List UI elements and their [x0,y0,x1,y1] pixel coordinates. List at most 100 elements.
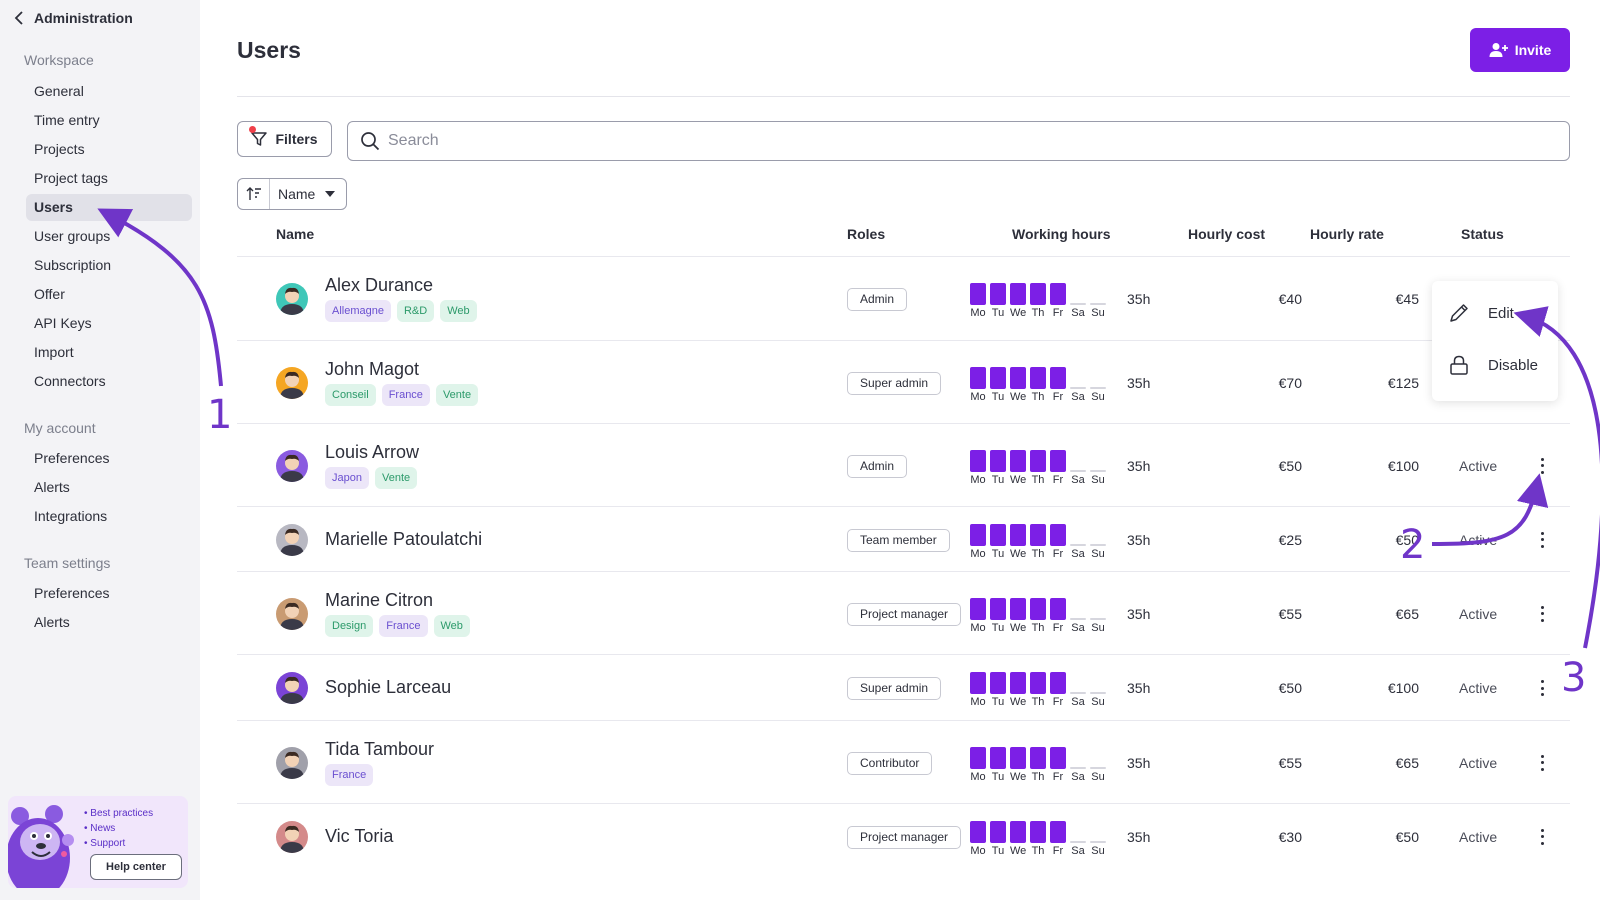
kebab-dot [1540,605,1544,609]
column-header-hourly-cost[interactable]: Hourly cost [1188,226,1266,242]
search-box [347,121,1570,161]
working-hours-chart: Mo Tu We Th Fr Sa Su [970,448,1112,486]
back-to-administration[interactable]: Administration [14,10,133,26]
column-header-hourly-rate[interactable]: Hourly rate [1310,226,1384,242]
column-header-roles[interactable]: Roles [847,226,886,242]
day-label: Sa [1071,473,1085,486]
day-hours-bar [1090,303,1106,305]
day-hours-bar [1010,746,1026,769]
tag-chip: Japon [325,466,369,489]
column-header-working-hours[interactable]: Working hours [1012,226,1111,242]
row-actions-button[interactable] [1534,530,1550,550]
sort-direction-toggle[interactable] [238,179,270,209]
help-link-best-practices[interactable]: • Best practices [84,808,154,819]
day-hours-bar [1070,617,1086,620]
sidebar-item-alerts[interactable]: Alerts [34,479,70,495]
sidebar-item-import[interactable]: Import [34,344,74,360]
role-badge: Contributor [847,751,933,775]
day-hours-bar [1050,283,1066,305]
user-name[interactable]: Vic Toria [325,825,394,846]
help-center-button[interactable]: Help center [90,854,182,880]
user-avatar-icon [280,287,304,315]
row-actions-button[interactable] [1534,604,1550,624]
table-row[interactable]: Tida Tambour France Contributor Mo Tu We Th Fr S… [237,720,1570,803]
table-row[interactable]: Alex Durance Allemagne R&D Web Admin Mo Tu We Th… [237,256,1570,340]
weekly-hours: 35h [1127,291,1151,307]
table-row[interactable]: Marine Citron Design France Web Project mana… [237,571,1570,654]
user-name[interactable]: Marine Citron [325,589,434,610]
invite-button[interactable]: Invite [1470,28,1570,72]
sidebar-item-projects[interactable]: Projects [34,141,85,157]
sort-field-select[interactable]: Name [270,186,336,202]
day-label: Fr [1052,696,1064,708]
user-name[interactable]: John Magot [325,358,420,379]
sidebar-item-project-tags[interactable]: Project tags [34,170,108,186]
day-hours-bar [1050,820,1066,843]
table-row[interactable]: Sophie Larceau Super admin Mo Tu We Th Fr Sa Su 3… [237,654,1570,720]
user-name[interactable]: Marielle Patoulatchi [325,528,483,549]
sort-field-label: Name [278,186,316,202]
filters-label: Filters [275,131,318,147]
filters-button[interactable]: Filters [237,121,332,157]
table-row[interactable]: Vic Toria Project manager Mo Tu We Th Fr Sa Su 35… [237,803,1570,868]
user-name[interactable]: Sophie Larceau [325,677,452,697]
day-label: Tu [991,770,1005,783]
day-label: Su [1091,473,1105,486]
role-badge: Project manager [847,825,962,849]
annotation-number-3: 3 [1561,655,1587,701]
sidebar-item-time-entry[interactable]: Time entry [34,112,100,128]
menu-item-disable[interactable]: Disable [1432,345,1558,385]
chevron-left-icon [14,11,23,25]
sort-control: Name [237,178,347,210]
column-header-status[interactable]: Status [1461,226,1504,242]
day-label: Fr [1052,473,1064,486]
sidebar-item-api-keys[interactable]: API Keys [34,315,92,331]
role-badge: Admin [847,288,908,311]
search-input[interactable] [388,132,1538,150]
sidebar-item-team-preferences[interactable]: Preferences [34,585,110,601]
day-hours-bar [990,283,1006,305]
weekly-hours: 35h [1127,374,1151,391]
row-actions-button[interactable] [1534,753,1550,773]
day-label: Th [1031,621,1045,634]
user-name[interactable]: Louis Arrow [325,441,420,462]
role-badge: Team member [847,528,950,552]
row-actions-button[interactable] [1534,456,1550,476]
sidebar-item-subscription[interactable]: Subscription [34,257,112,273]
tag-chip: Conseil [325,383,376,406]
help-link-support[interactable]: • Support [84,838,126,849]
table-row[interactable]: Louis Arrow Japon Vente Admin Mo Tu We Th Fr Sa Su… [237,423,1570,506]
day-label: Sa [1071,307,1085,319]
sidebar-item-connectors[interactable]: Connectors [34,373,106,389]
row-actions-button[interactable] [1534,678,1550,698]
avatar [276,283,308,315]
help-card: • Best practices • News • Support Help c… [8,796,188,888]
row-actions-button[interactable] [1534,827,1550,847]
user-name[interactable]: Tida Tambour [325,738,435,759]
day-hours-bar [1030,597,1046,620]
menu-item-edit[interactable]: Edit [1432,293,1558,333]
help-link-news[interactable]: • News [84,823,116,834]
table-row[interactable]: John Magot Conseil France Vente Super admin M… [237,340,1570,423]
table-row[interactable]: Marielle Patoulatchi Team member Mo Tu We Th F… [237,506,1570,571]
day-label: Tu [991,390,1005,403]
section-title-my-account: My account [24,420,96,436]
weekly-hours: 35h [1127,680,1151,696]
menu-item-edit-label: Edit [1488,304,1514,322]
day-hours-bar [1050,672,1066,694]
sidebar-item-user-groups[interactable]: User groups [34,228,111,244]
sidebar-item-offer[interactable]: Offer [34,286,65,302]
sidebar-item-integrations[interactable]: Integrations [34,508,108,524]
weekly-hours: 35h [1127,828,1151,845]
sidebar-item-preferences[interactable]: Preferences [34,450,110,466]
kebab-dot [1540,680,1544,683]
day-hours-bar [1050,597,1066,620]
sidebar-item-team-alerts[interactable]: Alerts [34,614,70,630]
day-hours-bar [1090,692,1106,694]
day-label: We [1010,844,1027,857]
sidebar-item-users[interactable]: Users [26,194,192,221]
user-name[interactable]: Alex Durance [325,275,434,295]
sidebar-item-general[interactable]: General [34,83,84,99]
column-header-name[interactable]: Name [276,226,315,242]
kebab-dot [1540,531,1544,535]
